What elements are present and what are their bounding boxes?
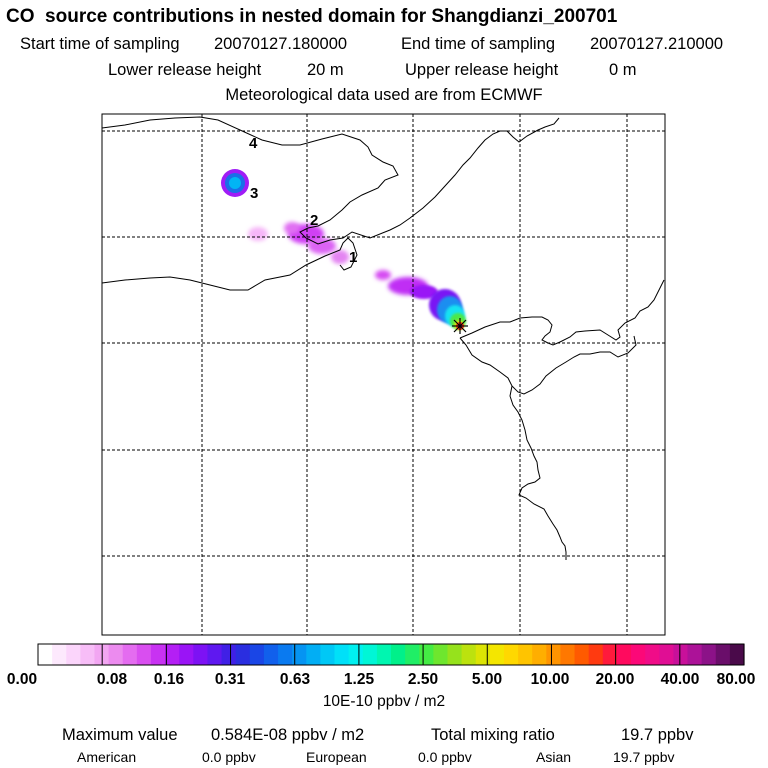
- concentration-plume: [221, 169, 466, 330]
- upper-height-value: 0 m: [609, 61, 637, 79]
- total-mixing-value: 19.7 ppbv: [621, 726, 694, 744]
- lower-height-label: Lower release height: [108, 61, 262, 79]
- region-label-3: 3: [250, 185, 258, 202]
- colorbar-swatch: [687, 644, 703, 665]
- upper-height-label: Upper release height: [405, 61, 559, 79]
- colorbar-tick: 0.31: [214, 671, 246, 688]
- european-label: European: [306, 749, 367, 765]
- map-frame: [101, 113, 666, 636]
- colorbar-swatch: [235, 644, 251, 665]
- colorbar-swatch: [391, 644, 406, 665]
- lower-height-value: 20 m: [307, 61, 344, 79]
- colorbar-swatch: [489, 644, 505, 665]
- end-time-label: End time of sampling: [401, 35, 556, 53]
- colorbar-tick: 0.63: [279, 671, 311, 688]
- colorbar-swatch: [433, 644, 449, 665]
- colorbar-swatch: [673, 644, 689, 665]
- max-value-label: Maximum value: [62, 726, 178, 744]
- colorbar-swatch: [475, 644, 491, 665]
- asian-label: Asian: [536, 749, 572, 765]
- colorbar-swatch: [546, 644, 562, 665]
- colorbar-tick: 0.08: [96, 671, 128, 688]
- colorbar-tick: 5.00: [471, 671, 503, 688]
- colorbar-swatch: [729, 644, 745, 665]
- plot-title: CO source contributions in nested domain…: [6, 6, 618, 27]
- map-gridlines: [102, 114, 665, 635]
- region-label-2: 2: [310, 212, 318, 229]
- met-data-note: Meteorological data used are from ECMWF: [225, 86, 543, 104]
- colorbar-swatch: [38, 644, 53, 665]
- colorbar-swatch: [348, 644, 364, 665]
- colorbar-swatch: [320, 644, 336, 665]
- colorbar-swatch: [518, 644, 533, 665]
- colorbar-swatch: [376, 644, 392, 665]
- colorbar-swatch: [362, 644, 378, 665]
- colorbar-tick: 0.16: [153, 671, 185, 688]
- american-label: American: [77, 749, 137, 765]
- colorbar-swatch: [602, 644, 618, 665]
- asian-value: 19.7 ppbv: [613, 749, 675, 765]
- end-time-value: 20070127.210000: [590, 35, 724, 53]
- colorbar-swatch: [221, 644, 237, 665]
- colorbar-swatch: [179, 644, 194, 665]
- american-value: 0.0 ppbv: [202, 749, 256, 765]
- start-time-label: Start time of sampling: [20, 35, 180, 53]
- colorbar-swatch: [715, 644, 731, 665]
- coastline: [101, 116, 665, 560]
- colorbar-frame: [37, 643, 745, 666]
- colorbar-tick: 10.00: [530, 671, 570, 688]
- colorbar-swatch: [419, 644, 434, 665]
- colorbar: [37, 643, 745, 666]
- colorbar-unit: 10E-10 ppbv / m2: [322, 693, 446, 710]
- colorbar-swatch: [645, 644, 660, 665]
- colorbar-swatch: [588, 644, 604, 665]
- colorbar-swatch: [193, 644, 209, 665]
- colorbar-swatch: [249, 644, 265, 665]
- colorbar-swatch: [461, 644, 477, 665]
- start-time-value: 20070127.180000: [214, 35, 348, 53]
- colorbar-swatch: [616, 644, 632, 665]
- colorbar-swatch: [532, 644, 547, 665]
- colorbar-swatch: [108, 644, 124, 665]
- colorbar-swatch: [560, 644, 576, 665]
- receptor-star-icon: [452, 318, 468, 334]
- colorbar-swatch: [574, 644, 590, 665]
- colorbar-swatch: [701, 644, 717, 665]
- colorbar-swatch: [80, 644, 96, 665]
- colorbar-swatch: [66, 644, 81, 665]
- colorbar-swatch: [447, 644, 463, 665]
- colorbar-swatch: [52, 644, 67, 665]
- colorbar-swatch: [122, 644, 138, 665]
- total-mixing-label: Total mixing ratio: [431, 726, 555, 744]
- colorbar-swatch: [503, 644, 519, 665]
- colorbar-swatch: [278, 644, 293, 665]
- european-value: 0.0 ppbv: [418, 749, 472, 765]
- colorbar-swatch: [207, 644, 223, 665]
- colorbar-swatch: [150, 644, 166, 665]
- colorbar-swatch: [334, 644, 350, 665]
- colorbar-swatch: [306, 644, 321, 665]
- colorbar-tick: 80.00: [716, 671, 756, 688]
- colorbar-swatch: [405, 644, 420, 665]
- colorbar-swatch: [659, 644, 674, 665]
- colorbar-tick: 20.00: [595, 671, 635, 688]
- region-label-1: 1: [349, 249, 357, 266]
- colorbar-tick: 0.00: [6, 671, 38, 688]
- region-label-4: 4: [249, 135, 258, 152]
- colorbar-tick: 40.00: [660, 671, 700, 688]
- colorbar-swatch: [136, 644, 152, 665]
- colorbar-swatch: [263, 644, 279, 665]
- colorbar-tick: 2.50: [407, 671, 439, 688]
- colorbar-swatch: [631, 644, 646, 665]
- colorbar-swatch: [165, 644, 180, 665]
- max-value: 0.584E-08 ppbv / m2: [211, 726, 365, 744]
- colorbar-tick: 1.25: [343, 671, 375, 688]
- colorbar-swatch: [292, 644, 307, 665]
